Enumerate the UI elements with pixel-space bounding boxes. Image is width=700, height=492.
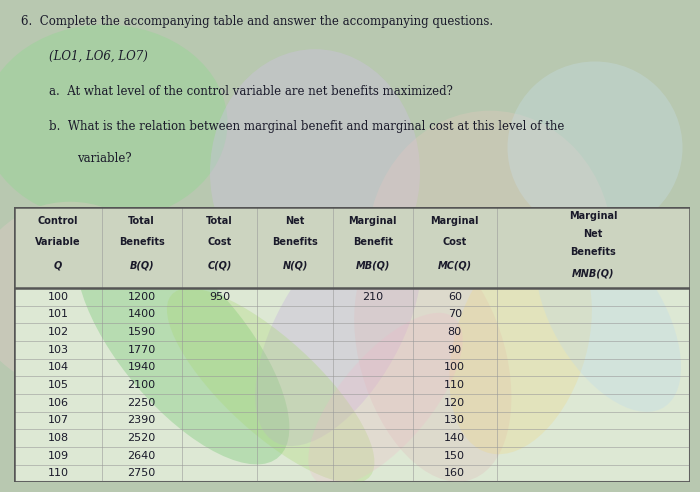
Text: Net: Net	[286, 216, 304, 226]
Text: 1770: 1770	[127, 345, 156, 355]
Ellipse shape	[368, 111, 612, 381]
Text: MB(Q): MB(Q)	[356, 260, 390, 270]
Text: 106: 106	[48, 398, 69, 408]
Text: MNB(Q): MNB(Q)	[572, 268, 615, 278]
Ellipse shape	[210, 49, 420, 295]
Text: Benefits: Benefits	[119, 237, 164, 246]
Text: 101: 101	[48, 309, 69, 319]
Ellipse shape	[354, 235, 512, 482]
Text: 100: 100	[444, 363, 466, 372]
Text: 1590: 1590	[127, 327, 155, 337]
Text: 2100: 2100	[127, 380, 155, 390]
Text: 2390: 2390	[127, 415, 156, 426]
Text: 1400: 1400	[127, 309, 155, 319]
Text: variable?: variable?	[77, 152, 132, 165]
Text: 108: 108	[48, 433, 69, 443]
Text: 70: 70	[448, 309, 462, 319]
Ellipse shape	[0, 25, 228, 221]
Text: a.  At what level of the control variable are net benefits maximized?: a. At what level of the control variable…	[49, 85, 453, 98]
Ellipse shape	[255, 215, 421, 446]
Text: Marginal: Marginal	[430, 216, 479, 226]
Bar	[14, 207, 690, 288]
Text: Cost: Cost	[442, 237, 467, 246]
Text: 1940: 1940	[127, 363, 156, 372]
Text: 109: 109	[48, 451, 69, 461]
Text: B(Q): B(Q)	[130, 260, 154, 270]
Text: 150: 150	[444, 451, 466, 461]
Text: 110: 110	[48, 468, 69, 478]
Text: N(Q): N(Q)	[282, 260, 308, 270]
Text: Variable: Variable	[35, 237, 80, 246]
Text: Marginal: Marginal	[349, 216, 397, 226]
Text: Net: Net	[584, 229, 603, 239]
Text: Benefit: Benefit	[353, 237, 393, 246]
Text: Total: Total	[128, 216, 155, 226]
Text: 102: 102	[48, 327, 69, 337]
Text: b.  What is the relation between marginal benefit and marginal cost at this leve: b. What is the relation between marginal…	[49, 121, 564, 133]
Text: 6.  Complete the accompanying table and answer the accompanying questions.: 6. Complete the accompanying table and a…	[21, 15, 493, 28]
Text: 90: 90	[448, 345, 462, 355]
Text: Total: Total	[206, 216, 232, 226]
Text: 130: 130	[444, 415, 466, 426]
Text: 2640: 2640	[127, 451, 156, 461]
Text: 2750: 2750	[127, 468, 156, 478]
Text: (LO1, LO6, LO7): (LO1, LO6, LO7)	[49, 50, 148, 63]
Ellipse shape	[449, 235, 592, 454]
Text: 1200: 1200	[127, 292, 155, 302]
Text: MC(Q): MC(Q)	[438, 260, 472, 270]
Text: 120: 120	[444, 398, 466, 408]
Text: 210: 210	[362, 292, 384, 302]
Ellipse shape	[0, 202, 168, 389]
Text: Marginal: Marginal	[569, 212, 617, 221]
Text: 107: 107	[48, 415, 69, 426]
Text: 160: 160	[444, 468, 466, 478]
Text: Cost: Cost	[207, 237, 232, 246]
Text: 80: 80	[448, 327, 462, 337]
Text: 140: 140	[444, 433, 466, 443]
Ellipse shape	[350, 271, 560, 467]
Text: 104: 104	[48, 363, 69, 372]
FancyBboxPatch shape	[14, 207, 690, 482]
Text: 105: 105	[48, 380, 69, 390]
Text: 950: 950	[209, 292, 230, 302]
Text: Q: Q	[54, 260, 62, 270]
Ellipse shape	[70, 234, 350, 455]
Text: 60: 60	[448, 292, 462, 302]
Ellipse shape	[167, 288, 374, 483]
Text: 2250: 2250	[127, 398, 156, 408]
Ellipse shape	[536, 222, 681, 412]
Text: Benefits: Benefits	[570, 247, 616, 257]
Ellipse shape	[309, 313, 463, 486]
Text: Control: Control	[38, 216, 78, 226]
Text: C(Q): C(Q)	[207, 260, 232, 270]
Ellipse shape	[508, 62, 682, 234]
Ellipse shape	[76, 224, 289, 464]
Text: 103: 103	[48, 345, 69, 355]
Text: 110: 110	[444, 380, 466, 390]
Text: 100: 100	[48, 292, 69, 302]
Text: Benefits: Benefits	[272, 237, 318, 246]
Text: 2520: 2520	[127, 433, 156, 443]
